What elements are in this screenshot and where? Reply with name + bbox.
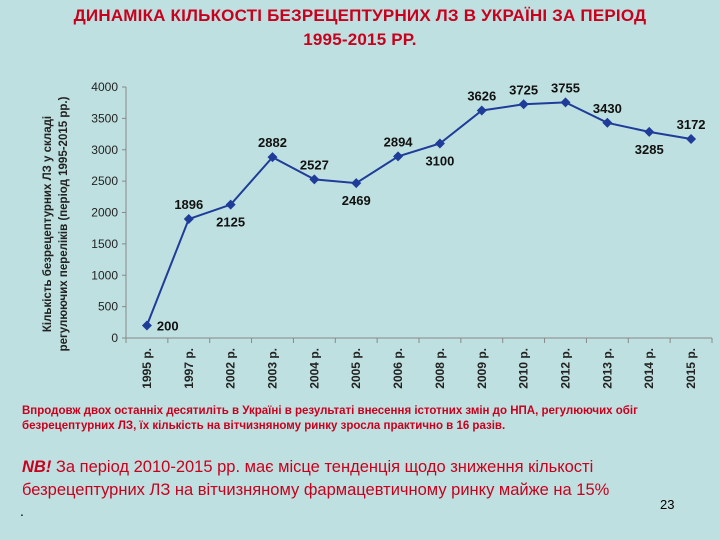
data-point <box>434 138 445 149</box>
y-axis-label-line2: регулюючих переліків (період 1995-2015 р… <box>58 96 70 351</box>
data-label: 3100 <box>425 153 454 168</box>
data-label: 2527 <box>300 157 329 172</box>
y-tick-label: 2500 <box>91 174 118 188</box>
data-point <box>518 99 529 110</box>
x-tick-label: 2008 р. <box>433 348 447 389</box>
x-tick-label: 2010 р. <box>517 348 531 389</box>
x-tick-label: 2012 р. <box>559 348 573 389</box>
page-number: 23 <box>660 497 675 512</box>
data-point <box>183 214 194 225</box>
data-label: 3285 <box>635 142 664 157</box>
data-label: 3725 <box>509 82 538 97</box>
summary-note: Впродовж двох останніх десятиліть в Укра… <box>22 405 638 432</box>
data-point <box>393 151 404 162</box>
data-labels: 200 1896 2125 2882 2527 2469 2894 3100 3626 3725 3… <box>157 80 706 333</box>
line-chart: Кількість безрецептурних ЛЗ у складі рег… <box>42 80 713 389</box>
slide-title: ДИНАМІКА КІЛЬКОСТІ БЕЗРЕЦЕПТУРНИХ ЛЗ В У… <box>0 4 720 52</box>
x-tick-label: 2002 р. <box>224 348 238 389</box>
nb-text: За період 2010-2015 рр. має місце тенден… <box>22 458 610 499</box>
data-label: 2125 <box>216 215 245 230</box>
data-point <box>141 320 152 331</box>
x-tick-label: 2009 р. <box>475 348 489 389</box>
x-tick-label: 2006 р. <box>391 348 405 389</box>
data-label: 2469 <box>342 193 371 208</box>
x-tick-label: 2004 р. <box>307 348 321 389</box>
data-point <box>644 126 655 137</box>
data-label: 3626 <box>467 88 496 103</box>
x-tick-label: 2014 р. <box>642 348 656 389</box>
y-axis-label-line1: Кількість безрецептурних ЛЗ у складі <box>42 116 54 332</box>
y-axis: 0 500 1000 1500 2000 2500 3000 3500 4000 <box>91 80 127 345</box>
slide-title-line1: ДИНАМІКА КІЛЬКОСТІ БЕЗРЕЦЕПТУРНИХ ЛЗ В У… <box>73 6 647 25</box>
data-label: 1896 <box>174 197 203 212</box>
data-label: 3430 <box>593 101 622 116</box>
y-tick-label: 500 <box>98 300 118 314</box>
nb-mark: NB! <box>22 458 52 476</box>
x-tick-label: 2005 р. <box>349 348 363 389</box>
data-label: 200 <box>157 318 179 333</box>
data-label: 3172 <box>677 117 706 132</box>
data-point <box>309 174 320 185</box>
x-tick-label: 1995 р. <box>140 348 154 389</box>
data-point <box>267 152 278 163</box>
x-tick-label: 2013 р. <box>600 348 614 389</box>
x-axis: 1995 р. 1997 р. 2002 р. 2003 р. 2004 р. 2005 … <box>125 337 713 389</box>
data-point <box>476 105 487 116</box>
x-tick-label: 2003 р. <box>266 348 280 389</box>
y-axis-label: Кількість безрецептурних ЛЗ у складі рег… <box>42 96 70 351</box>
data-point <box>602 117 613 128</box>
data-point <box>225 199 236 210</box>
y-tick-label: 1500 <box>91 237 118 251</box>
series-line <box>145 101 692 326</box>
data-label: 3755 <box>551 80 580 95</box>
y-tick-label: 3000 <box>91 143 118 157</box>
y-tick-label: 2000 <box>91 206 118 220</box>
y-tick-label: 4000 <box>91 80 118 94</box>
trailing-dot: . <box>20 503 24 519</box>
x-tick-label: 2015 р. <box>684 348 698 389</box>
data-point <box>686 133 697 144</box>
data-label: 2882 <box>258 135 287 150</box>
data-label: 2894 <box>384 134 414 149</box>
y-tick-label: 0 <box>111 331 118 345</box>
chart-container: Кількість безрецептурних ЛЗ у складі рег… <box>0 64 720 404</box>
slide-title-line2: 1995-2015 РР. <box>303 30 417 49</box>
x-tick-label: 1997 р. <box>182 348 196 389</box>
nb-paragraph: NB! За період 2010-2015 рр. має місце те… <box>22 456 712 502</box>
y-tick-label: 3500 <box>91 111 118 125</box>
data-point <box>351 178 362 189</box>
data-point <box>560 97 571 108</box>
y-tick-label: 1000 <box>91 268 118 282</box>
